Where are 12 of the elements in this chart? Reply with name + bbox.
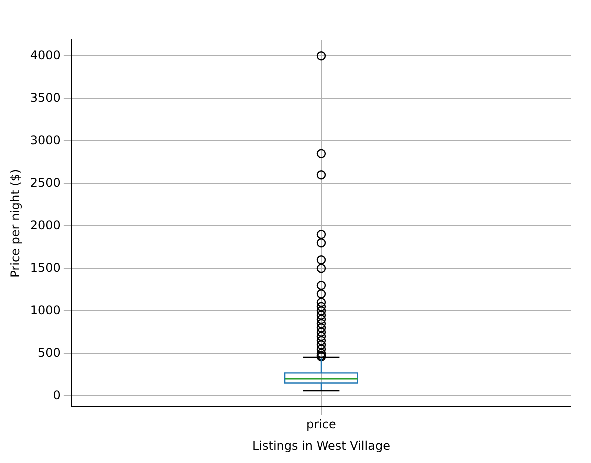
y-axis-title: Price per night ($) (8, 169, 22, 278)
y-tick-label: 4000 (30, 48, 61, 62)
y-tick-label: 1500 (30, 260, 61, 275)
y-tick-label: 1000 (30, 303, 61, 318)
y-tick-label: 3500 (30, 90, 61, 105)
y-tick-label: 2500 (30, 176, 61, 190)
y-tick-label: 2000 (30, 218, 61, 232)
y-tick-label: 3000 (30, 133, 61, 148)
x-tick-label: price (306, 418, 336, 432)
x-axis-title: Listings in West Village (252, 438, 390, 453)
y-tick-label: 0 (53, 388, 61, 402)
y-tick-label: 500 (38, 346, 61, 360)
